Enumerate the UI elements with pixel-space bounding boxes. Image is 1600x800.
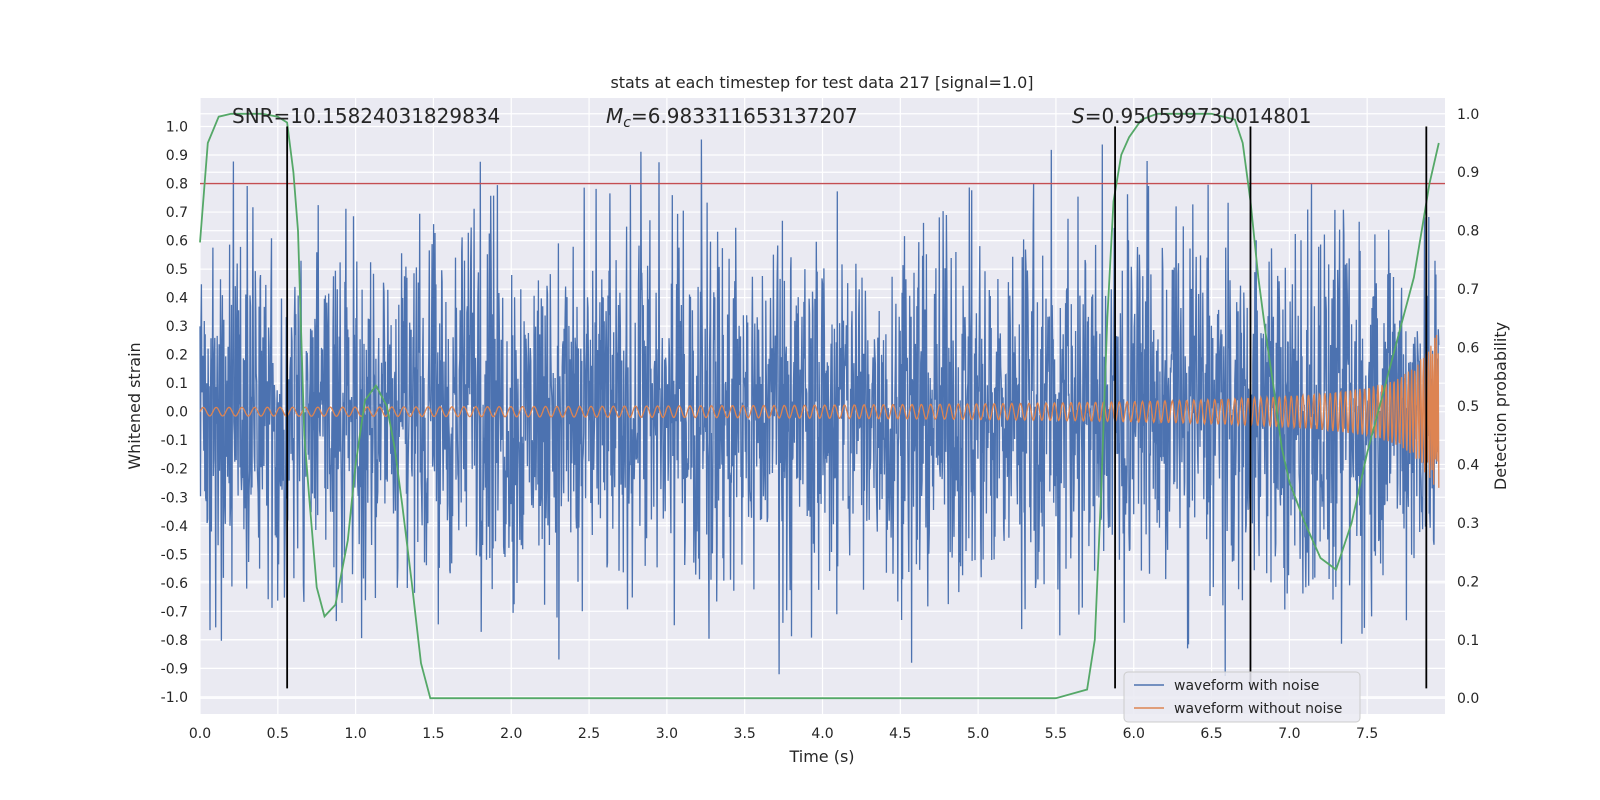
legend-label-noise: waveform with noise bbox=[1174, 678, 1319, 694]
x-tick-label: 1.5 bbox=[422, 726, 444, 742]
y2-tick-label: 0.2 bbox=[1457, 574, 1479, 590]
x-tick-label: 5.0 bbox=[967, 726, 989, 742]
y2-tick-label: 1.0 bbox=[1457, 107, 1479, 123]
x-tick-label: 4.0 bbox=[811, 726, 833, 742]
x-tick-label: 3.5 bbox=[734, 726, 756, 742]
legend: waveform with noise waveform without noi… bbox=[1123, 671, 1361, 723]
chirp-mass-subscript: c bbox=[623, 115, 631, 131]
y-tick-label: 0.2 bbox=[166, 348, 188, 364]
y-tick-label: 0.5 bbox=[166, 262, 188, 278]
series-waveform-without-noise bbox=[199, 334, 1440, 488]
x-tick-label: 5.5 bbox=[1045, 726, 1067, 742]
y-axis-ticks: 1.0 0.9 0.8 0.7 0.6 0.5 0.4 0.3 0.2 0.1 0.0 -0.1 -0.… bbox=[161, 120, 188, 706]
y2-tick-label: 0.8 bbox=[1457, 224, 1479, 240]
series-waveform-with-noise bbox=[199, 139, 1440, 677]
x-tick-label: 2.0 bbox=[500, 726, 522, 742]
y-tick-label: -0.5 bbox=[161, 547, 188, 563]
y-tick-label: -0.1 bbox=[161, 433, 188, 449]
snr-annotation: SNR=10.15824031829834 bbox=[232, 104, 500, 128]
y2-tick-label: 0.1 bbox=[1457, 633, 1479, 649]
y2-tick-label: 0.4 bbox=[1457, 457, 1479, 473]
chirp-mass-value: =6.983311653137207 bbox=[631, 104, 858, 128]
y-tick-label: 0.7 bbox=[166, 205, 188, 221]
x-tick-label: 7.0 bbox=[1278, 726, 1300, 742]
y2-axis-label: Detection probability bbox=[1491, 322, 1510, 490]
x-axis-ticks: 0.0 0.5 1.0 1.5 2.0 2.5 3.0 3.5 4.0 4.5 5.0 5.5 6.0 6… bbox=[189, 726, 1378, 742]
y2-tick-label: 0.3 bbox=[1457, 516, 1479, 532]
legend-label-clean: waveform without noise bbox=[1174, 701, 1342, 717]
x-tick-label: 1.0 bbox=[344, 726, 366, 742]
x-axis-label: Time (s) bbox=[788, 747, 854, 766]
x-tick-label: 7.5 bbox=[1356, 726, 1378, 742]
y-tick-label: 0.8 bbox=[166, 177, 188, 193]
y-axis-label: Whitened strain bbox=[125, 342, 144, 469]
y-tick-label: 0.3 bbox=[166, 319, 188, 335]
y-tick-label: -1.0 bbox=[161, 690, 188, 706]
series-detection-probability bbox=[199, 112, 1440, 700]
y-tick-label: -0.6 bbox=[161, 576, 188, 592]
x-tick-label: 0.5 bbox=[267, 726, 289, 742]
y-tick-label: -0.3 bbox=[161, 490, 188, 506]
y-tick-label: 0.0 bbox=[166, 405, 188, 421]
legend-box bbox=[1123, 671, 1361, 723]
y-tick-label: -0.9 bbox=[161, 661, 188, 677]
s-symbol: S bbox=[1072, 104, 1085, 128]
y-tick-label: -0.8 bbox=[161, 633, 188, 649]
y-tick-label: 0.9 bbox=[166, 148, 188, 164]
y-tick-label: 0.6 bbox=[166, 234, 188, 250]
chirp-mass-annotation: Mc=6.983311653137207 bbox=[606, 104, 858, 131]
chart-title: stats at each timestep for test data 217… bbox=[610, 73, 1033, 92]
x-tick-label: 0.0 bbox=[189, 726, 211, 742]
y-tick-label: -0.4 bbox=[161, 519, 188, 535]
y2-tick-label: 0.5 bbox=[1457, 399, 1479, 415]
y-tick-label: 0.1 bbox=[166, 376, 188, 392]
y-tick-label: 1.0 bbox=[166, 120, 188, 136]
x-tick-label: 2.5 bbox=[578, 726, 600, 742]
s-annotation: S=0.950599730014801 bbox=[1072, 104, 1311, 128]
y-tick-label: 0.4 bbox=[166, 291, 188, 307]
x-tick-label: 3.0 bbox=[656, 726, 678, 742]
chirp-mass-symbol: M bbox=[606, 104, 623, 128]
y2-tick-label: 0.9 bbox=[1457, 165, 1479, 181]
s-value: =0.950599730014801 bbox=[1085, 104, 1312, 128]
y2-tick-label: 0.0 bbox=[1457, 691, 1479, 707]
y2-tick-label: 0.6 bbox=[1457, 341, 1479, 357]
y-tick-label: -0.2 bbox=[161, 462, 188, 478]
x-tick-label: 6.0 bbox=[1123, 726, 1145, 742]
y2-tick-label: 0.7 bbox=[1457, 282, 1479, 298]
x-tick-label: 4.5 bbox=[889, 726, 911, 742]
x-tick-label: 6.5 bbox=[1200, 726, 1222, 742]
y-tick-label: -0.7 bbox=[161, 604, 188, 620]
y2-axis-ticks: 1.0 0.9 0.8 0.7 0.6 0.5 0.4 0.3 0.2 0.1 0.0 bbox=[1457, 107, 1479, 707]
vertical-markers bbox=[286, 126, 1428, 689]
